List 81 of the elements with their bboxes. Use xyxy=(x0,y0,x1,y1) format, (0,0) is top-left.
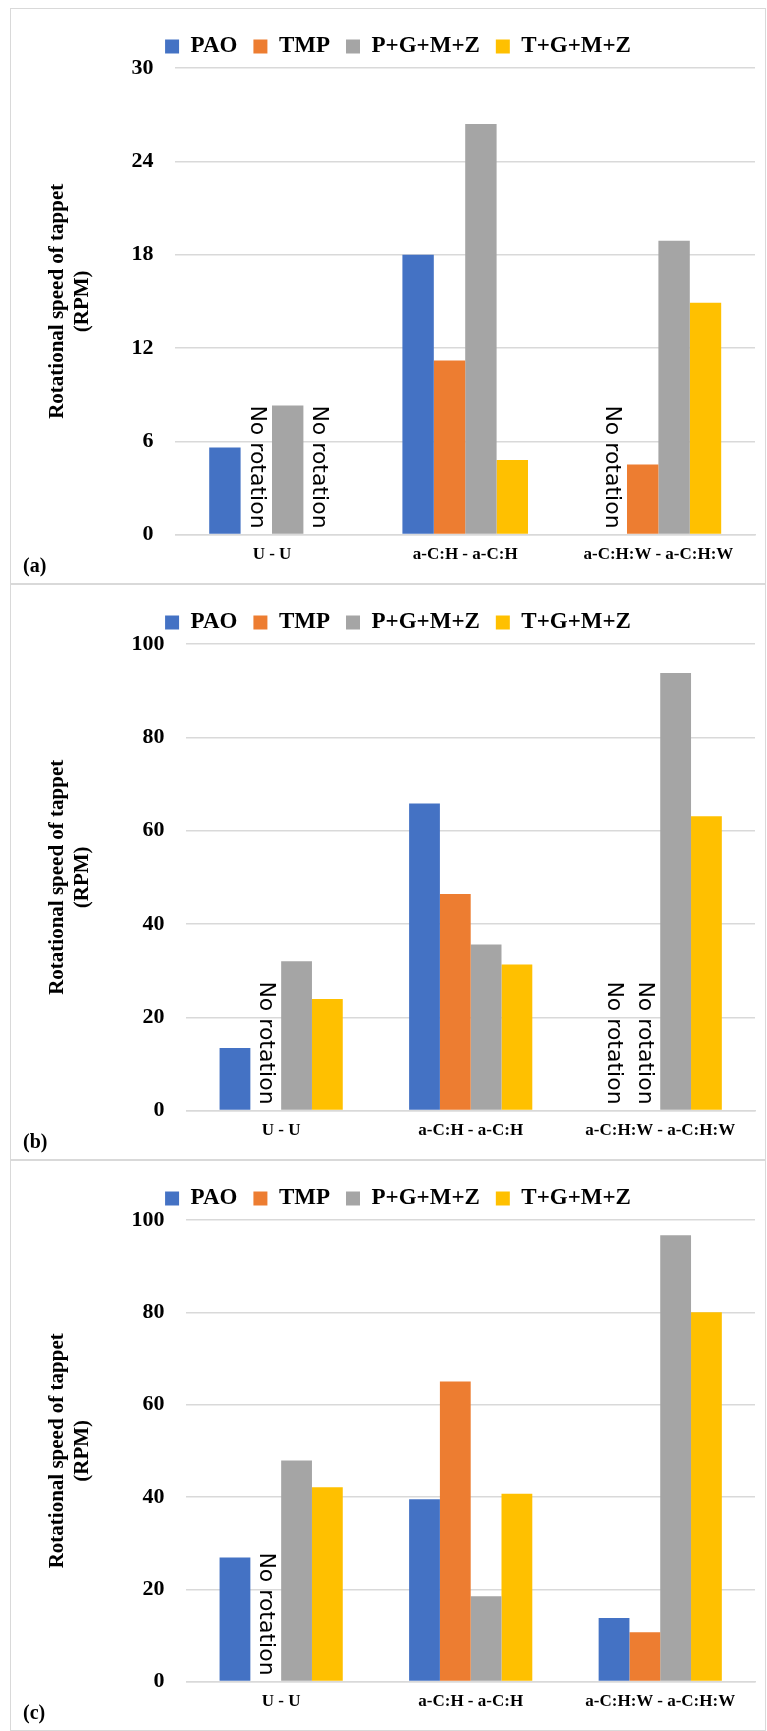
x-tick-label: a-C:H - a-C:H xyxy=(418,1120,524,1140)
x-tick-label: a-C:H - a-C:H xyxy=(418,1691,524,1711)
bar xyxy=(433,360,466,534)
y-axis-title: Rotational speed of tappet (RPM) xyxy=(44,1333,94,1569)
bar xyxy=(311,1487,343,1681)
legend-label: TMP xyxy=(278,32,331,58)
bar xyxy=(689,302,722,534)
y-tick-label: 40 xyxy=(142,909,165,935)
legend-label: TMP xyxy=(278,608,331,634)
annotation: No rotation xyxy=(603,981,629,1105)
bar xyxy=(219,1557,251,1681)
y-tick-label: 0 xyxy=(153,1096,165,1122)
bar xyxy=(501,964,533,1110)
y-tick-label: 0 xyxy=(142,520,154,546)
y-axis-title: Rotational speed of tappet (RPM) xyxy=(44,183,94,419)
bar xyxy=(660,672,692,1110)
bar xyxy=(311,999,343,1110)
legend-label: TMP xyxy=(278,1184,331,1210)
text: (c) xyxy=(23,1701,46,1725)
bar xyxy=(629,1632,661,1681)
bar xyxy=(470,1596,502,1681)
y-tick-label: 100 xyxy=(131,1205,165,1231)
text: (a) xyxy=(23,554,47,578)
y-tick-label: 20 xyxy=(142,1002,165,1028)
legend-label: P+G+M+Z xyxy=(371,1184,480,1210)
y-tick-label: 80 xyxy=(142,723,165,749)
legend-label: T+G+M+Z xyxy=(521,32,631,58)
bar xyxy=(660,1235,692,1681)
bar xyxy=(691,816,722,1110)
bar xyxy=(501,1493,533,1681)
bar xyxy=(439,894,471,1110)
bar xyxy=(598,1617,630,1681)
annotation: No rotation xyxy=(255,981,281,1105)
bar xyxy=(658,240,690,534)
legend-label: T+G+M+Z xyxy=(521,608,631,634)
y-tick-label: 24 xyxy=(131,147,154,173)
bar xyxy=(691,1312,722,1681)
x-tick-label: a-C:H:W - a-C:H:W xyxy=(585,1120,736,1140)
annotation: No rotation xyxy=(245,405,271,529)
y-axis-title: Rotational speed of tappet (RPM) xyxy=(44,759,94,995)
annotation: No rotation xyxy=(308,405,334,529)
bar xyxy=(465,123,497,534)
y-tick-label: 0 xyxy=(153,1667,165,1693)
bar xyxy=(470,944,502,1110)
legend-label: PAO xyxy=(190,608,238,634)
text: (b) xyxy=(23,1130,48,1154)
bar xyxy=(627,464,659,534)
bar xyxy=(272,405,304,534)
y-tick-label: 60 xyxy=(142,816,165,842)
y-tick-label: 40 xyxy=(142,1482,165,1508)
x-tick-label: a-C:H - a-C:H xyxy=(412,544,518,564)
y-tick-label: 100 xyxy=(131,629,165,655)
bar xyxy=(409,803,440,1110)
bar xyxy=(439,1381,471,1681)
bar xyxy=(409,1499,440,1681)
x-tick-label: U - U xyxy=(252,544,292,564)
bar xyxy=(281,961,312,1110)
x-tick-label: U - U xyxy=(261,1120,301,1140)
bar xyxy=(219,1048,251,1110)
y-tick-label: 60 xyxy=(142,1390,165,1416)
annotation: No rotation xyxy=(255,1552,281,1676)
annotation: No rotation xyxy=(600,405,626,529)
bar xyxy=(402,254,434,534)
annotation: No rotation xyxy=(634,981,660,1105)
y-tick-label: 18 xyxy=(131,240,154,266)
x-tick-label: a-C:H:W - a-C:H:W xyxy=(583,544,734,564)
y-tick-label: 30 xyxy=(131,53,154,79)
y-tick-label: 12 xyxy=(131,333,154,359)
legend-label: T+G+M+Z xyxy=(521,1184,631,1210)
y-tick-label: 80 xyxy=(142,1298,165,1324)
y-tick-label: 20 xyxy=(142,1574,165,1600)
bar xyxy=(209,447,241,534)
legend-label: P+G+M+Z xyxy=(371,608,480,634)
x-tick-label: U - U xyxy=(261,1691,301,1711)
bar xyxy=(496,459,528,534)
legend-label: P+G+M+Z xyxy=(371,32,480,58)
x-tick-label: a-C:H:W - a-C:H:W xyxy=(585,1691,736,1711)
bar xyxy=(281,1460,312,1681)
legend-label: PAO xyxy=(190,32,238,58)
y-tick-label: 6 xyxy=(142,426,154,452)
legend-label: PAO xyxy=(190,1184,238,1210)
